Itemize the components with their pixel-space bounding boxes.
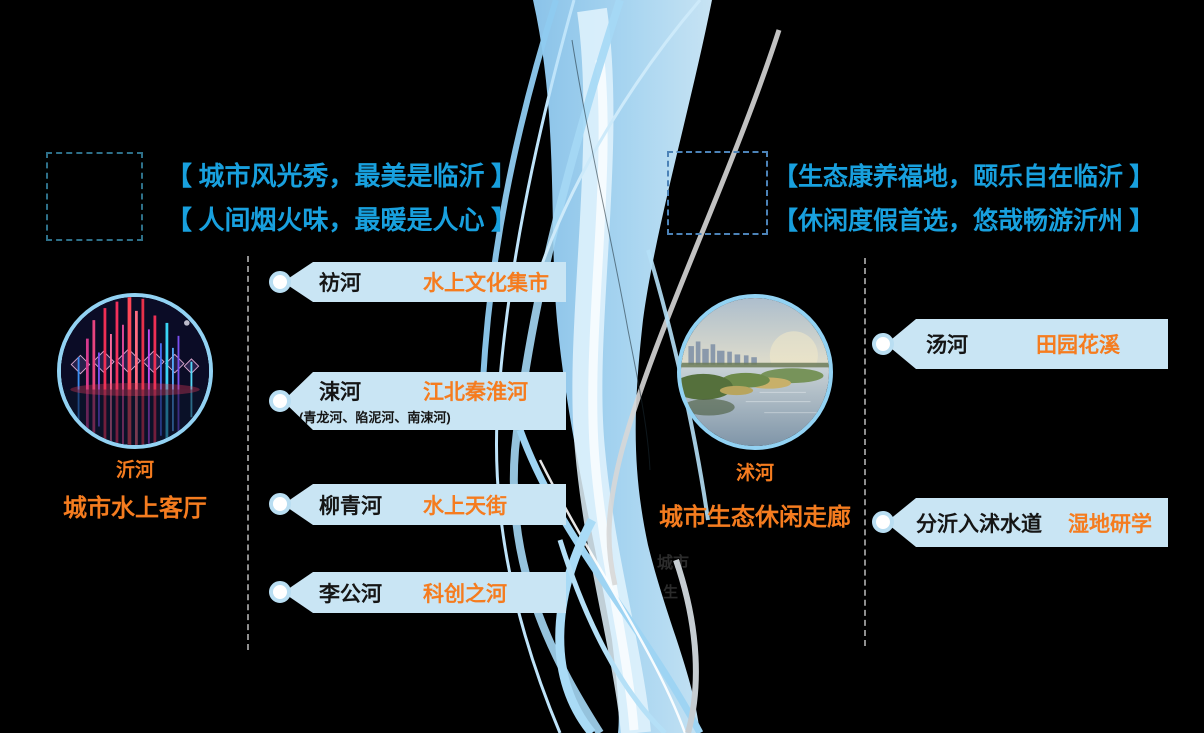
tag-theme-label: 湿地研学 [1068, 512, 1152, 536]
headline-right-line2: 【休闲度假首选，悠哉畅游沂州 】 [773, 208, 1155, 235]
yi-river-photo [57, 293, 213, 449]
tag-node-dot [872, 333, 894, 355]
headline-left-line1: 【 城市风光秀，最美是临沂 】 [166, 162, 518, 191]
dashed-placeholder-box-left [46, 152, 143, 241]
shu-river-photo [677, 294, 833, 450]
tag-node-dot [269, 390, 291, 412]
tag-theme-label: 水上天街 [423, 494, 507, 518]
tag-ligong-river: 李公河 科创之河 [283, 572, 566, 613]
shu-river-title-label: 城市生态休闲走廊 [659, 504, 851, 531]
tag-river-name: 李公河 [319, 582, 382, 606]
night-fountain-illustration [61, 297, 209, 445]
yi-river-name-label: 沂河 [115, 460, 154, 481]
obscured-text-fragment: 城市 [657, 555, 690, 572]
tag-river-name: 分沂入沭水道 [916, 512, 1042, 536]
tag-theme-label: 水上文化集市 [423, 272, 549, 295]
tag-node-dot [269, 581, 291, 603]
left-dashed-divider [247, 256, 249, 650]
tag-node-dot [269, 493, 291, 515]
tag-river-name: 柳青河 [319, 494, 382, 518]
yi-river-title-label: 城市水上客厅 [63, 495, 207, 522]
tag-river-name: 涑河 [319, 381, 361, 404]
right-dashed-divider [864, 258, 866, 646]
tag-node-dot [872, 511, 894, 533]
tag-beng-river: 祊河 水上文化集市 [283, 262, 566, 302]
wetland-cityscape-illustration [681, 298, 829, 446]
tag-theme-label: 田园花溪 [1036, 334, 1120, 357]
headline-left-line2: 【 人间烟火味，最暖是人心 】 [166, 206, 518, 235]
tag-sub-label: (青龙河、陷泥河、南涑河) [299, 410, 451, 425]
tag-node-dot [269, 271, 291, 293]
tag-liuqing-river: 柳青河 水上天街 [283, 484, 566, 525]
tag-theme-label: 江北秦淮河 [423, 381, 528, 404]
headline-right-line1: 【生态康养福地，颐乐自在临沂 】 [773, 164, 1155, 191]
obscured-text-fragment: 生 [663, 584, 679, 601]
tag-fenyirushu-channel: 分沂入沭水道 湿地研学 [886, 498, 1168, 547]
tag-tang-river: 汤河 田园花溪 [886, 319, 1168, 369]
tag-river-name: 汤河 [926, 334, 968, 357]
tag-theme-label: 科创之河 [423, 582, 507, 606]
dashed-placeholder-box-right [667, 151, 768, 235]
shu-river-name-label: 沭河 [735, 463, 774, 484]
tag-river-name: 祊河 [319, 272, 361, 295]
tag-su-river: 涑河 江北秦淮河 (青龙河、陷泥河、南涑河) [283, 372, 566, 430]
